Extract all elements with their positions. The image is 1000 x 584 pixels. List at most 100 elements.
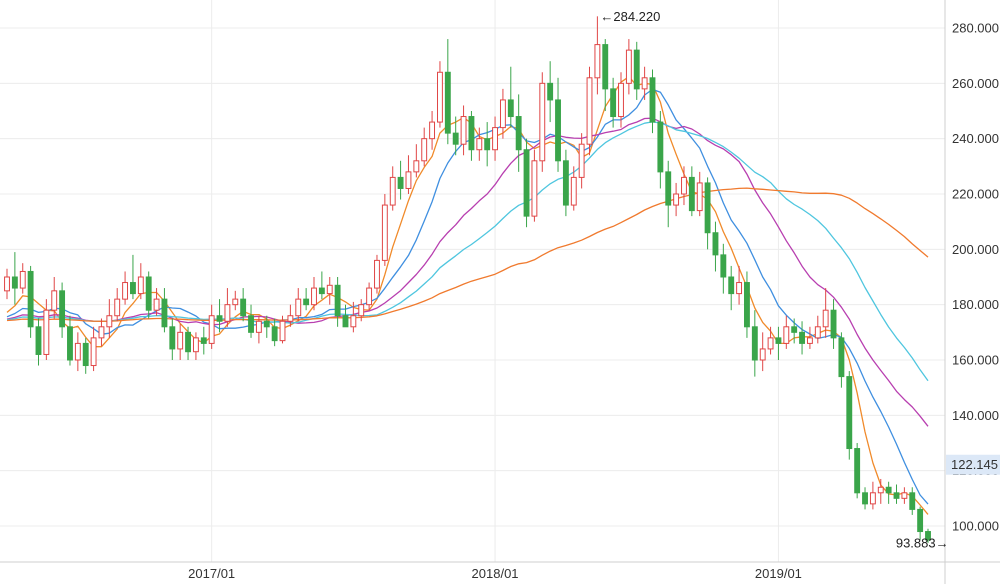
candle — [130, 254, 136, 300]
candle-body — [578, 143, 585, 178]
candle-body — [649, 77, 656, 123]
candle — [594, 16, 601, 95]
y-axis: 100.000120.000140.000160.000180.000200.0… — [944, 0, 999, 584]
moving-average-lines — [6, 76, 929, 515]
x-tick-label: 2018/01 — [472, 566, 519, 581]
candle — [586, 66, 593, 156]
candle-body — [665, 171, 672, 206]
candle — [720, 243, 727, 294]
candle-body — [35, 326, 42, 355]
candle — [484, 122, 491, 167]
candle — [248, 304, 254, 338]
candle-body — [27, 270, 34, 328]
candle — [145, 271, 152, 319]
candle — [806, 326, 813, 349]
x-tick-label: 2019/01 — [755, 566, 802, 581]
ma10-line — [6, 88, 929, 505]
candle — [460, 105, 467, 156]
candle-body — [625, 49, 632, 84]
y-tick-label: 140.000 — [952, 408, 999, 423]
candle-body — [728, 276, 735, 295]
candle-body — [736, 282, 743, 295]
candle — [19, 263, 26, 294]
candle — [106, 299, 113, 338]
candle-body — [51, 290, 58, 311]
candle-body — [885, 486, 892, 494]
candle — [854, 443, 861, 499]
candle — [177, 324, 184, 360]
candle — [791, 318, 798, 344]
candle-body — [720, 254, 727, 278]
candle — [4, 268, 10, 300]
candle-body — [499, 99, 506, 129]
candle-body — [326, 284, 333, 295]
candle-body — [610, 88, 617, 118]
candle-body — [358, 304, 365, 317]
candle-body — [200, 337, 207, 344]
y-tick-label: 180.000 — [952, 297, 999, 312]
max-price-label: ←284.220 — [600, 9, 660, 24]
candle — [161, 288, 168, 333]
candle — [838, 332, 845, 388]
candle — [224, 288, 231, 327]
candle-body — [114, 298, 121, 317]
candle-body — [161, 298, 168, 328]
candles — [4, 16, 931, 543]
candle — [74, 332, 81, 372]
candle — [334, 277, 341, 327]
candle-body — [476, 138, 483, 151]
candle-body — [137, 276, 144, 295]
candle-body — [122, 282, 129, 300]
candle-body — [295, 298, 302, 317]
y-tick-label: 220.000 — [952, 187, 999, 202]
candle — [751, 310, 758, 377]
y-tick-label: 100.000 — [952, 519, 999, 534]
grid-lines — [0, 0, 945, 562]
candle — [492, 116, 498, 161]
candle — [657, 111, 664, 189]
candle — [547, 61, 554, 123]
candle — [468, 111, 475, 161]
annotations: ←284.220 93.883→ 122.145 — [600, 9, 1000, 550]
candle — [311, 277, 317, 311]
candle — [665, 160, 672, 228]
candle-body — [43, 309, 50, 355]
candle — [59, 282, 66, 338]
candle-body — [90, 337, 97, 367]
candle — [255, 315, 262, 344]
candle-body — [287, 315, 294, 322]
candle — [279, 315, 286, 344]
candle-body — [303, 298, 310, 306]
candle — [869, 481, 876, 510]
candle-body — [240, 298, 247, 317]
candle — [421, 127, 428, 167]
candle-body — [279, 320, 286, 342]
candle-body — [429, 121, 436, 140]
candle — [405, 155, 412, 194]
candle-body — [484, 138, 491, 151]
candle — [374, 254, 380, 294]
candle-body — [98, 326, 105, 339]
candle — [287, 304, 294, 327]
candle-body — [389, 176, 396, 206]
candle — [35, 318, 42, 366]
candle-body — [633, 49, 640, 90]
candle-body — [255, 320, 262, 333]
candle-body — [452, 132, 459, 145]
candle-body — [688, 176, 695, 212]
candle — [767, 326, 774, 355]
candle — [830, 299, 837, 349]
candle — [909, 487, 916, 515]
candle-body — [814, 326, 821, 339]
candle-body — [460, 116, 467, 145]
candle-body — [232, 298, 239, 306]
candle-body — [531, 160, 538, 217]
candle-body — [657, 121, 664, 173]
candle-body — [334, 284, 341, 317]
candle — [169, 318, 176, 360]
candle — [326, 277, 333, 305]
candle-body — [586, 77, 593, 145]
candle — [200, 326, 207, 355]
candle — [27, 265, 34, 338]
